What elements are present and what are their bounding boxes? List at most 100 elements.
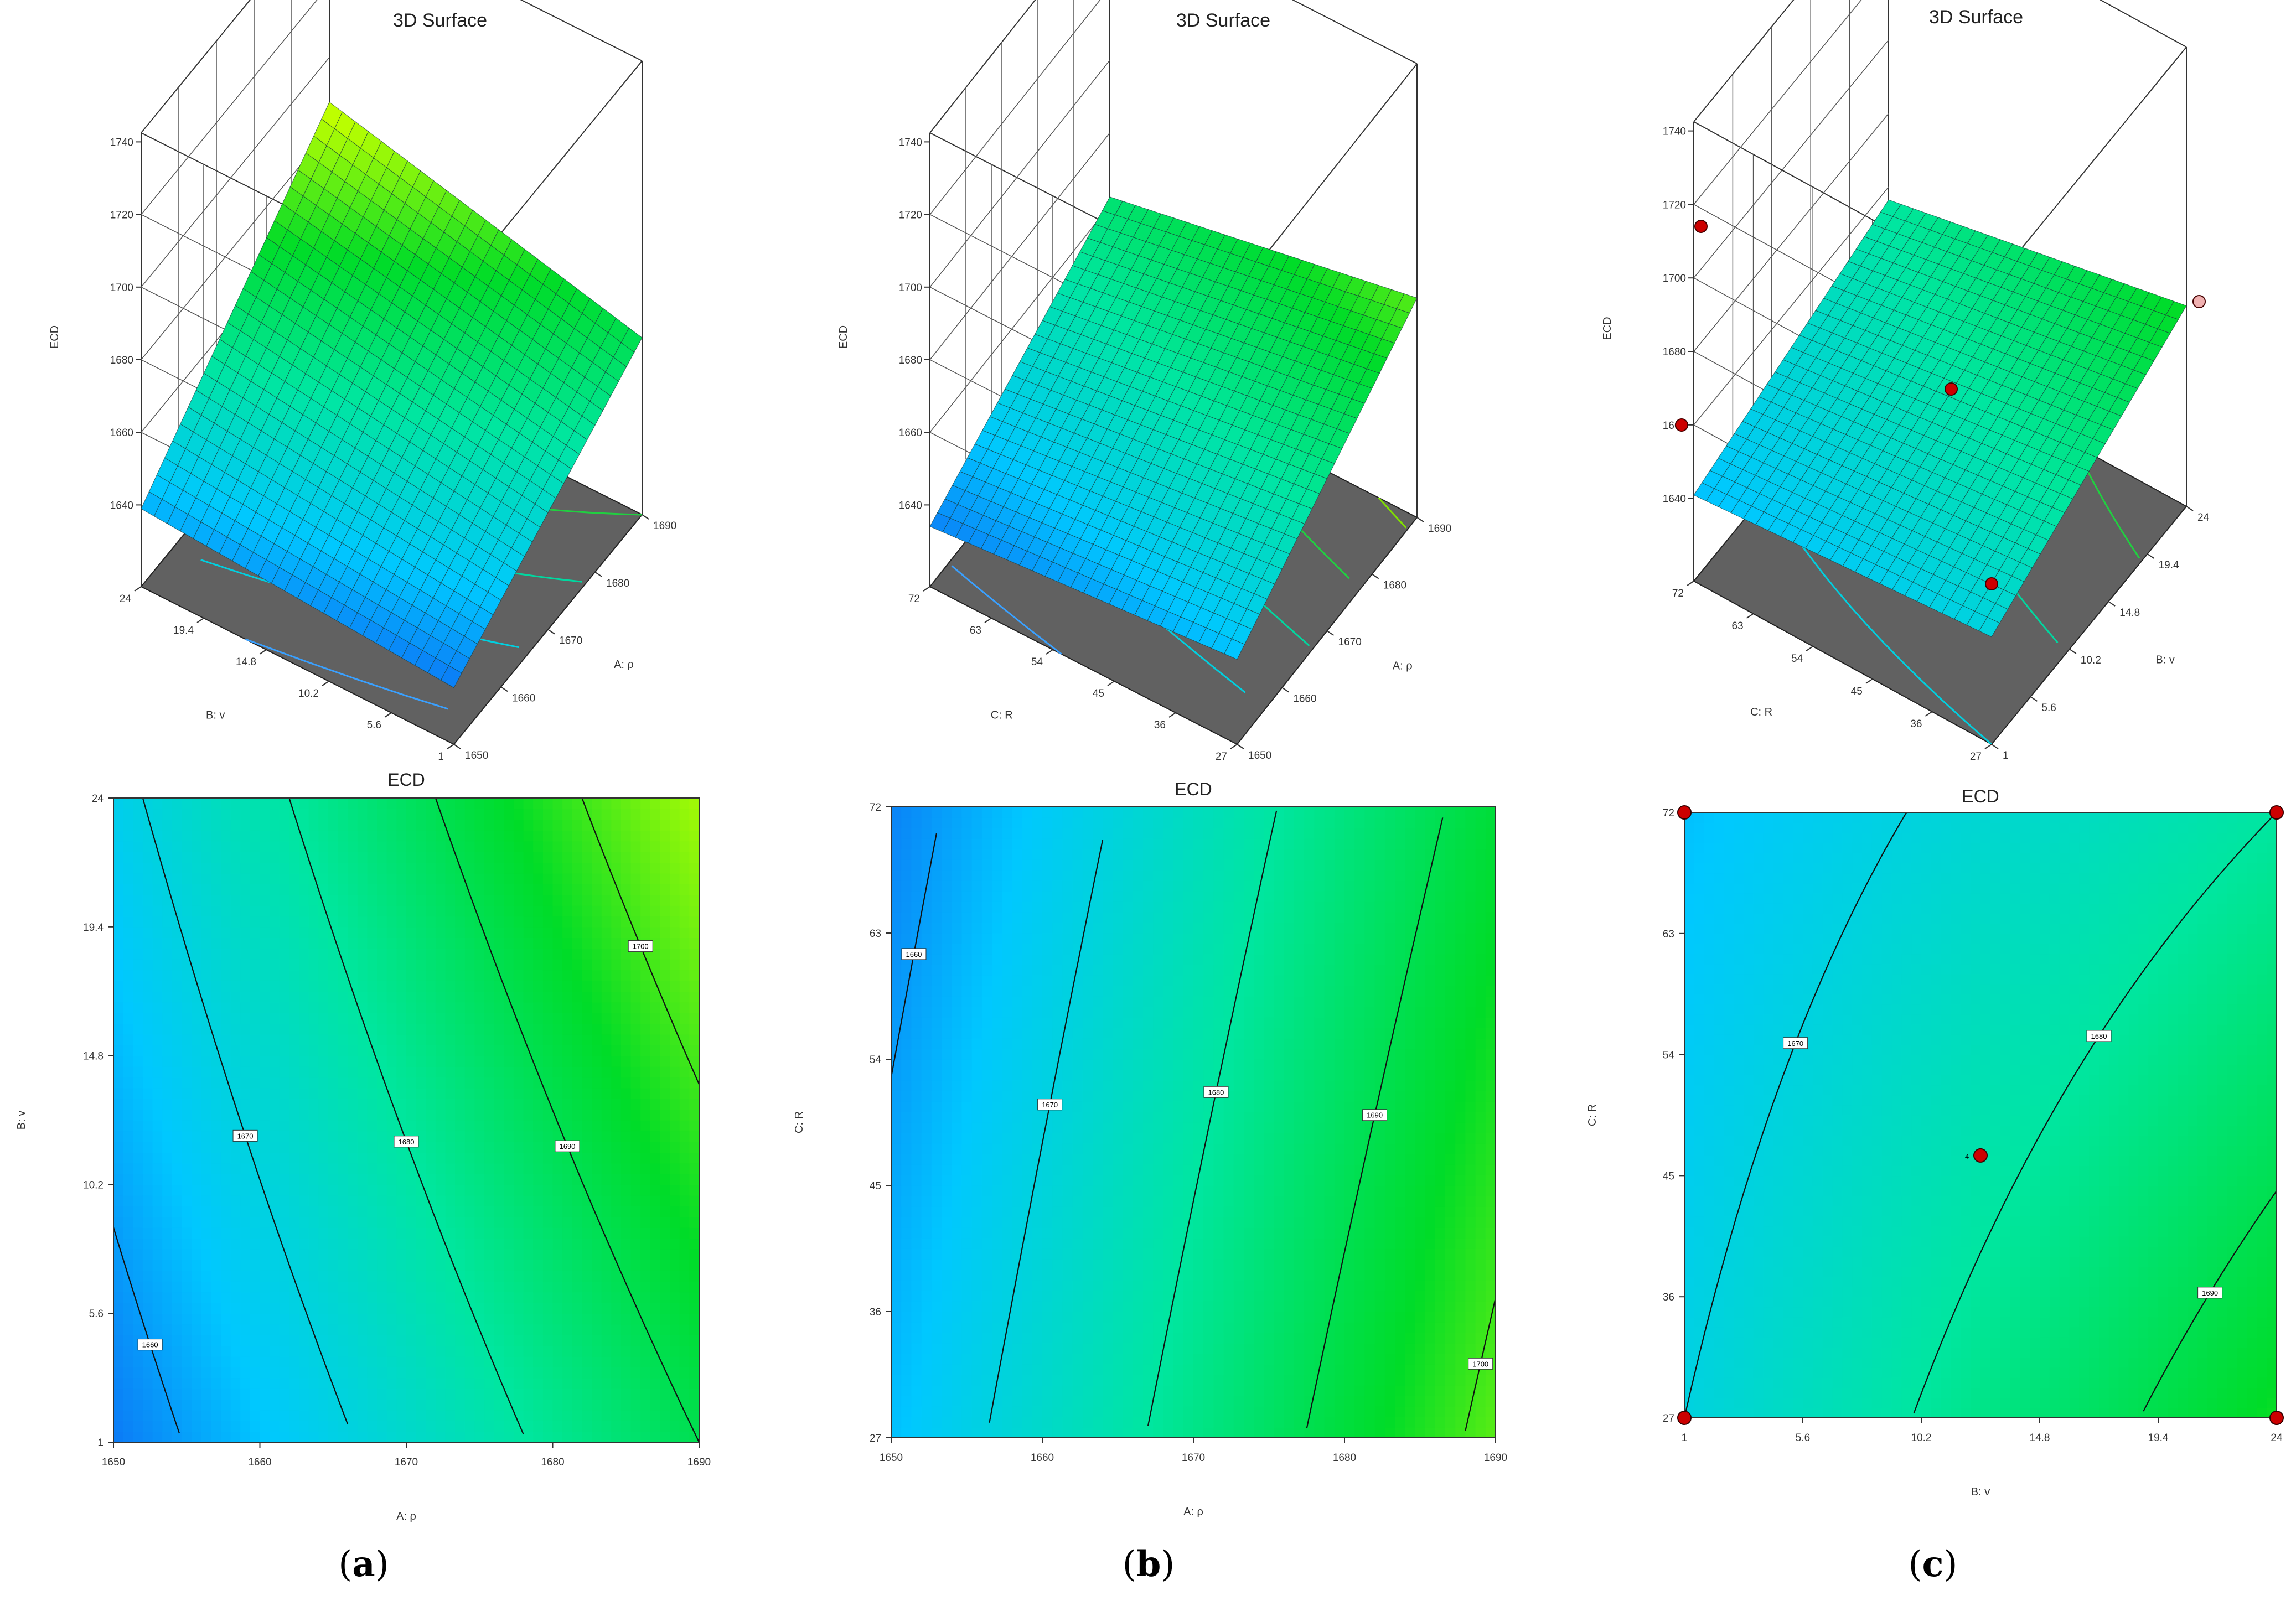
contour-cell (270, 1431, 280, 1443)
contour-cell (416, 970, 427, 981)
contour-cell (279, 970, 290, 981)
contour-cell (552, 1163, 563, 1174)
contour-cell (113, 873, 124, 884)
y-tick-mark (923, 586, 930, 592)
contour-cell (357, 1206, 368, 1217)
contour-cell (445, 959, 456, 971)
contour-cell (357, 862, 368, 874)
contour-cell (162, 1045, 173, 1056)
contour-cell (504, 884, 514, 895)
contour-cell (113, 1013, 124, 1024)
contour-cell (201, 1377, 212, 1389)
contour-cell (406, 798, 417, 810)
contour-cell (338, 809, 348, 820)
x-tick-mark (642, 514, 649, 520)
contour-cell (240, 980, 251, 992)
contour-cell (338, 1087, 348, 1099)
contour-cell (464, 1410, 475, 1421)
contour-cell (270, 1099, 280, 1110)
contour-cell (250, 1077, 261, 1089)
contour-cell (513, 852, 524, 863)
contour-cell (552, 1152, 563, 1164)
contour-cell (270, 1013, 280, 1024)
contour-cell (318, 1216, 329, 1228)
contour-cell (230, 980, 241, 992)
contour-cell (220, 1399, 231, 1411)
contour-cell (289, 1174, 299, 1185)
contour-cell (513, 1120, 524, 1132)
contour-cell (192, 1335, 202, 1346)
contour-cell (338, 1174, 348, 1185)
contour-cell (367, 819, 378, 831)
contour-cell (455, 1302, 466, 1314)
contour-cell (474, 1367, 485, 1379)
contour-cell (513, 1152, 524, 1164)
contour-cell (279, 841, 290, 852)
contour-cell (582, 1174, 592, 1185)
contour-cell (592, 1335, 602, 1346)
y-tick-label: 36 (1910, 718, 1922, 730)
contour-cell (172, 1109, 183, 1121)
contour-cell (318, 830, 329, 842)
contour-cell (201, 926, 212, 938)
contour-cell (142, 841, 153, 852)
contour-cell (406, 873, 417, 884)
contour-cell (357, 1227, 368, 1239)
contour-cell (542, 809, 554, 820)
contour-cell (513, 1055, 524, 1067)
contour-cell (299, 1120, 309, 1132)
contour-cell (435, 1302, 446, 1314)
contour-cell (582, 1313, 592, 1325)
contour-cell (152, 1013, 163, 1024)
contour-cell (113, 948, 124, 960)
contour-cell (289, 894, 299, 906)
contour-cell (318, 1109, 329, 1121)
contour-cell (279, 1055, 290, 1067)
contour-cell (513, 841, 524, 852)
contour-cell (523, 1152, 534, 1164)
contour-cell (464, 991, 475, 1003)
contour-cell (484, 1216, 495, 1228)
contour-cell (338, 1131, 348, 1142)
contour-cell (133, 873, 143, 884)
contour-cell (396, 862, 407, 874)
contour-cell (435, 1345, 446, 1357)
y-tick-mark (447, 744, 454, 749)
contour-cell (542, 1248, 554, 1260)
contour-cell (542, 1324, 554, 1335)
contour-cell (328, 1399, 339, 1411)
contour-cell (348, 1013, 358, 1024)
contour-cell (250, 991, 261, 1003)
contour-cell (455, 959, 466, 971)
contour-cell (260, 1324, 270, 1335)
contour-cell (299, 1109, 309, 1121)
contour-cell (435, 1120, 446, 1132)
contour-cell (133, 1077, 143, 1089)
contour-cell (562, 970, 573, 981)
contour-cell (582, 884, 592, 895)
contour-cell (308, 809, 319, 820)
contour-cell (260, 809, 270, 820)
contour-cell (474, 1141, 485, 1153)
contour-cell (435, 1281, 446, 1293)
contour-cell (562, 1045, 573, 1056)
z-tick-label: 1720 (899, 210, 922, 221)
contour-cell (279, 1324, 290, 1335)
contour-cell (308, 916, 319, 928)
contour-cell (123, 1120, 134, 1132)
contour-cell (386, 1055, 397, 1067)
contour-cell (133, 1377, 143, 1389)
contour-cell (542, 1131, 554, 1142)
contour-cell (386, 1002, 397, 1013)
contour-cell (562, 1248, 573, 1260)
contour-cell (406, 1377, 417, 1389)
contour-cell (201, 1120, 212, 1132)
contour-cell (562, 1195, 573, 1206)
contour-cell (582, 959, 592, 971)
contour-cell (152, 991, 163, 1003)
contour-cell (513, 1002, 524, 1013)
contour-cell (338, 873, 348, 884)
surface-plot-2: 3D Surface164016601680170017201740ECD165… (837, 0, 1451, 763)
contour-cell (416, 1099, 427, 1110)
contour-cell (279, 1141, 290, 1153)
